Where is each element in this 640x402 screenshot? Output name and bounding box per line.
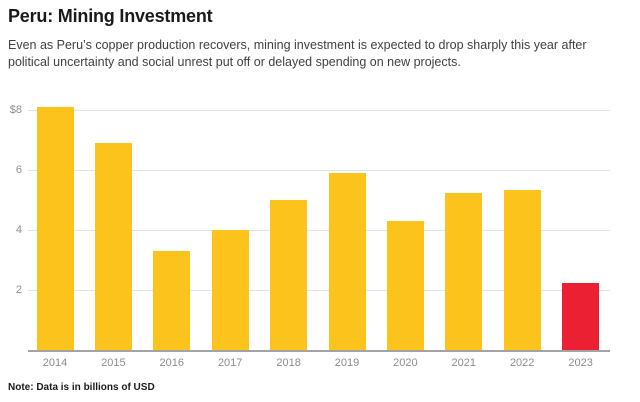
bar-2023 — [562, 282, 600, 350]
gridline-6 — [28, 169, 610, 171]
x-axis-tick-2016: 2016 — [159, 357, 185, 369]
x-axis-tick-2021: 2021 — [451, 357, 477, 369]
y-axis-tick-4: 4 — [15, 223, 22, 236]
gridline-4 — [28, 229, 610, 231]
gridline-2 — [28, 289, 610, 291]
chart-note: Note: Data is in billions of USD — [8, 382, 155, 393]
bar-2017 — [211, 230, 249, 350]
bar-2020 — [386, 221, 424, 350]
x-axis-tick-2018: 2018 — [276, 357, 301, 369]
chart-title: Peru: Mining Investment — [8, 6, 213, 26]
chart-subtitle: Even as Peru’s copper production recover… — [8, 38, 587, 69]
x-axis-tick-2015: 2015 — [101, 357, 126, 369]
y-axis-tick-2: 2 — [15, 283, 22, 296]
x-axis-tick-2019: 2019 — [334, 357, 360, 369]
bar-2016 — [153, 251, 191, 350]
x-axis-tick-2023: 2023 — [568, 357, 593, 369]
gridline-8 — [28, 109, 610, 111]
bar-2019 — [328, 173, 366, 350]
x-axis-tick-2017: 2017 — [217, 357, 243, 369]
x-axis-tick-2022: 2022 — [509, 357, 535, 369]
bar-2015 — [94, 143, 132, 350]
bar-2014 — [36, 107, 74, 350]
bar-2021 — [445, 192, 483, 350]
y-axis-tick-6: 6 — [15, 163, 22, 176]
bar-2018 — [270, 200, 308, 350]
x-axis-tick-2014: 2014 — [42, 357, 68, 369]
y-axis-tick-8: $8 — [9, 103, 22, 116]
bar-2022 — [503, 189, 541, 350]
x-axis-baseline — [28, 350, 610, 352]
x-axis-tick-2020: 2020 — [393, 357, 418, 369]
